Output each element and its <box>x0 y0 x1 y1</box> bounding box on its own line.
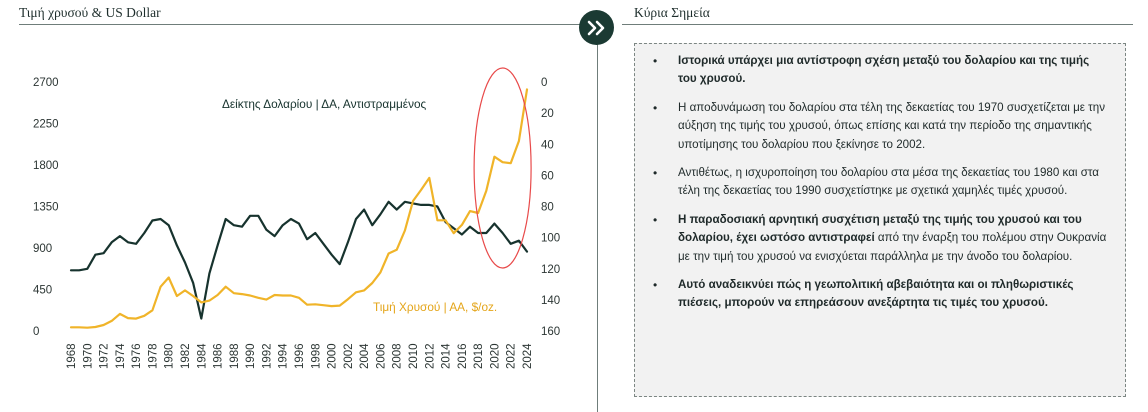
x-tick-label: 1996 <box>294 343 306 369</box>
x-tick-label: 2008 <box>392 343 404 369</box>
chart-panel-rule <box>19 24 584 25</box>
y-right-tick-label: 40 <box>541 139 554 151</box>
x-tick-label: 2016 <box>457 343 469 369</box>
key-points-box: Ιστορικά υπάρχει μια αντίστροφη σχέση με… <box>634 43 1126 397</box>
y-left-tick-label: 1800 <box>33 160 59 172</box>
x-tick-label: 2020 <box>489 343 501 369</box>
x-tick-label: 1998 <box>310 343 322 369</box>
x-tick-label: 1982 <box>180 343 192 369</box>
y-right-tick-label: 100 <box>541 233 560 245</box>
x-tick-label: 1980 <box>164 343 176 369</box>
x-tick-label: 1990 <box>245 343 257 369</box>
y-left-tick-label: 2700 <box>33 77 59 89</box>
x-tick-label: 1986 <box>213 343 225 369</box>
key-point-2: Η αποδυνάμωση του δολαρίου στα τέλη της … <box>649 99 1111 154</box>
y-left-tick-label: 900 <box>33 243 52 255</box>
y-right-tick-label: 140 <box>541 295 560 307</box>
dollar-index-line <box>69 200 529 320</box>
y-right-tick-label: 0 <box>541 77 547 89</box>
key-point-1: Ιστορικά υπάρχει μια αντίστροφη σχέση με… <box>649 52 1111 89</box>
dollar-series-label: Δείκτης Δολαρίου | ΔΑ, Αντιστραμμένος <box>222 97 427 111</box>
x-tick-label: 1972 <box>99 343 111 369</box>
gold-series-label: Τιμή Χρυσού | ΑΑ, $/oz. <box>373 300 497 314</box>
x-tick-label: 1976 <box>131 343 143 369</box>
y-right-tick-label: 60 <box>541 170 554 182</box>
key-points-title: Κύρια Σημεία <box>634 5 710 20</box>
key-point-3: Αντιθέτως, η ισχυροποίηση του δολαρίου σ… <box>649 164 1111 201</box>
y-left-tick-label: 1350 <box>33 202 59 214</box>
x-tick-label: 2006 <box>375 343 387 369</box>
x-tick-label: 2022 <box>506 343 518 369</box>
y-left-tick-label: 450 <box>33 285 52 297</box>
y-left-tick-label: 0 <box>33 326 39 338</box>
x-tick-label: 1992 <box>261 343 273 369</box>
x-tick-label: 2018 <box>473 343 485 369</box>
y-right-tick-label: 120 <box>541 264 560 276</box>
double-chevron-right-icon <box>579 10 614 45</box>
y-right-tick-label: 20 <box>541 108 554 120</box>
highlight-ellipse <box>473 67 532 269</box>
x-tick-label: 2000 <box>327 343 339 369</box>
x-tick-label: 2012 <box>424 343 436 369</box>
x-tick-label: 2024 <box>522 343 534 369</box>
x-tick-label: 1974 <box>115 343 127 369</box>
x-tick-label: 2004 <box>359 343 371 369</box>
gold-vs-dollar-chart: 0 450 900 1350 1800 2250 2700 0 20 40 60 80 100 120 14… <box>33 67 560 369</box>
y-left-tick-label: 2250 <box>33 119 59 131</box>
chart-panel-title: Τιμή χρυσού & US Dollar <box>19 5 161 20</box>
key-point-5: Αυτό αναδεικνύει πώς η γεωπολιτική αβεβα… <box>649 276 1111 313</box>
y-right-tick-label: 160 <box>541 326 560 338</box>
x-tick-label: 1978 <box>147 343 159 369</box>
x-tick-label: 2014 <box>441 343 453 369</box>
x-tick-label: 2010 <box>408 343 420 369</box>
x-tick-label: 1984 <box>196 343 208 369</box>
key-points-rule <box>622 24 1133 25</box>
y-right-tick-label: 80 <box>541 202 554 214</box>
x-tick-label: 2002 <box>343 343 355 369</box>
key-point-4: Η παραδοσιακή αρνητική συσχέτιση μεταξύ … <box>649 211 1111 266</box>
panel-divider <box>597 24 598 412</box>
x-tick-label: 1968 <box>66 343 78 369</box>
key-points-list: Ιστορικά υπάρχει μια αντίστροφη σχέση με… <box>649 52 1111 313</box>
gold-price-line <box>69 88 529 329</box>
x-tick-label: 1970 <box>82 343 94 369</box>
x-tick-label: 1988 <box>229 343 241 369</box>
x-tick-label: 1994 <box>278 343 290 369</box>
